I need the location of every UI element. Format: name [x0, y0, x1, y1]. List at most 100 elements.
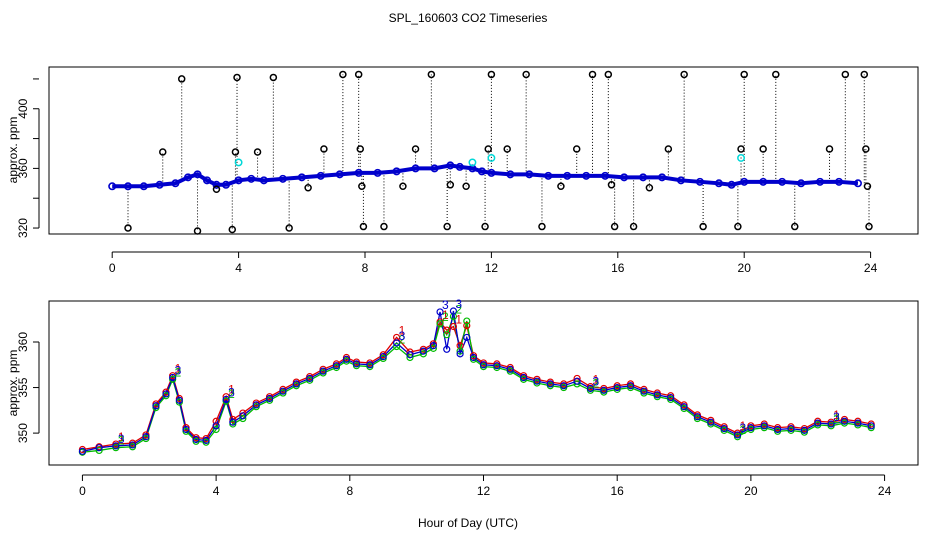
bottom-series-3-point — [560, 382, 568, 390]
bottom-series-3-label: 3 — [455, 297, 462, 311]
bottom-series-3-point — [733, 431, 742, 439]
bottom-series-3-point — [436, 308, 444, 316]
bottom-series-3-point — [419, 347, 427, 355]
bottom-series-3-point — [827, 420, 835, 428]
top-x-tick-label: 16 — [611, 261, 625, 275]
bottom-series-3-label: 3 — [592, 374, 599, 388]
top-x-tick-label: 20 — [738, 261, 752, 275]
bottom-series-3-point — [152, 402, 160, 410]
top-x-axis: 0 4 8 12 16 20 24 — [109, 251, 878, 275]
bottom-y-tick-label: 355 — [16, 377, 30, 397]
bottom-series-3-label: 3 — [118, 432, 125, 446]
bottom-series-3-point — [774, 425, 782, 434]
bottom-series-2-point — [212, 425, 220, 434]
bottom-series-2-point — [393, 342, 401, 351]
top-spike-point — [124, 224, 132, 232]
bottom-series-1-label: 1 — [399, 323, 406, 337]
bottom-series-2-point — [436, 320, 444, 328]
bottom-series-3-point — [95, 444, 103, 452]
bottom-series-3-point — [169, 373, 177, 382]
bottom-series-3-point — [867, 422, 875, 430]
bottom-series-2-point — [443, 331, 451, 339]
top-spike-point — [588, 70, 597, 79]
bottom-x-tick-label: 0 — [79, 484, 86, 498]
bottom-series-1-point — [449, 322, 458, 331]
top-spike-point — [356, 145, 365, 153]
bottom-series-2-point — [419, 350, 427, 358]
bottom-series-3-point — [667, 393, 675, 402]
top-spike-point — [503, 145, 511, 153]
bottom-series-3-point — [546, 380, 554, 388]
bottom-series-3-point — [239, 412, 247, 420]
top-spike-point — [862, 145, 870, 153]
bottom-series-3-point — [680, 403, 688, 411]
bottom-series-3-point — [112, 442, 120, 450]
bottom-series-2-label: 2 — [442, 310, 449, 324]
bottom-series-3-point — [506, 365, 514, 373]
bottom-y-axis: 350 355 360 — [16, 332, 40, 443]
bottom-series-3-point — [573, 377, 581, 385]
top-y-axis-label: approx. ppm — [6, 117, 20, 184]
bottom-series-1-label: 1 — [455, 313, 462, 327]
top-x-tick-label: 24 — [864, 261, 878, 275]
bottom-series-2-point — [573, 380, 581, 388]
top-spike-point — [177, 75, 186, 83]
top-spike-point — [734, 222, 742, 231]
top-spike-point — [481, 222, 489, 231]
bottom-series-3-point — [175, 396, 183, 404]
bottom-series-3-label: 3 — [833, 410, 840, 424]
bottom-series-1-label: 1 — [118, 430, 125, 444]
bottom-series-3-point — [707, 418, 715, 426]
bottom-series-2-label: 2 — [399, 333, 406, 347]
top-spike-point — [193, 227, 202, 235]
top-spike-point — [399, 182, 407, 191]
bottom-x-tick-label: 4 — [213, 484, 220, 498]
top-spike-point — [538, 222, 546, 231]
top-y-axis: 320 360 400 — [16, 78, 40, 238]
bottom-series-2-point — [406, 353, 414, 362]
top-spike-point — [339, 70, 347, 79]
bottom-series-3-point — [332, 362, 341, 370]
bottom-series-3-point — [747, 424, 755, 432]
bottom-series-3-point — [265, 394, 274, 403]
bottom-series-3-label: 3 — [175, 364, 182, 378]
bottom-series-3-label: 3 — [740, 421, 747, 435]
top-y-tick-label: 400 — [16, 98, 30, 118]
bottom-series-3-point — [814, 419, 822, 427]
bottom-series-3-point — [854, 419, 862, 427]
bottom-series-3-point — [840, 417, 849, 425]
bottom-series-3-point — [202, 436, 210, 444]
bottom-series-3-point — [229, 418, 237, 426]
bottom-series-3-point — [212, 422, 220, 430]
bottom-series-3-point — [787, 424, 795, 433]
top-spike-point — [269, 73, 278, 82]
bottom-series-lines — [82, 310, 872, 453]
top-spike-point — [212, 185, 221, 194]
bottom-series-1-label: 1 — [833, 408, 840, 422]
bottom-series-3-label: 3 — [228, 385, 235, 399]
bottom-series-3-label: 3 — [442, 298, 449, 312]
bottom-y-tick-label: 360 — [16, 332, 30, 352]
top-spike-point — [320, 145, 328, 153]
top-spike-point — [522, 70, 530, 79]
top-spike-point — [737, 145, 745, 153]
bottom-series-2-label: 2 — [740, 423, 747, 437]
bottom-series-3-point — [306, 374, 314, 383]
bottom-series-3-point — [443, 345, 451, 353]
top-spike-point — [427, 70, 436, 79]
top-spike-point — [487, 70, 496, 79]
top-spike-point — [484, 145, 492, 153]
bottom-series-3-point — [456, 350, 464, 358]
bottom-series-1-point — [443, 326, 451, 334]
top-spike-point — [791, 222, 799, 231]
top-spike-point — [354, 70, 363, 79]
bottom-series-3-point — [162, 390, 170, 398]
bottom-plot-frame — [48, 300, 919, 466]
top-cyan-point — [234, 158, 243, 167]
top-spike-point — [557, 182, 565, 191]
top-spike-point — [699, 222, 707, 231]
top-y-tick-label: 320 — [16, 218, 30, 238]
top-cyan-point — [468, 158, 477, 167]
top-spike-point — [253, 148, 262, 156]
